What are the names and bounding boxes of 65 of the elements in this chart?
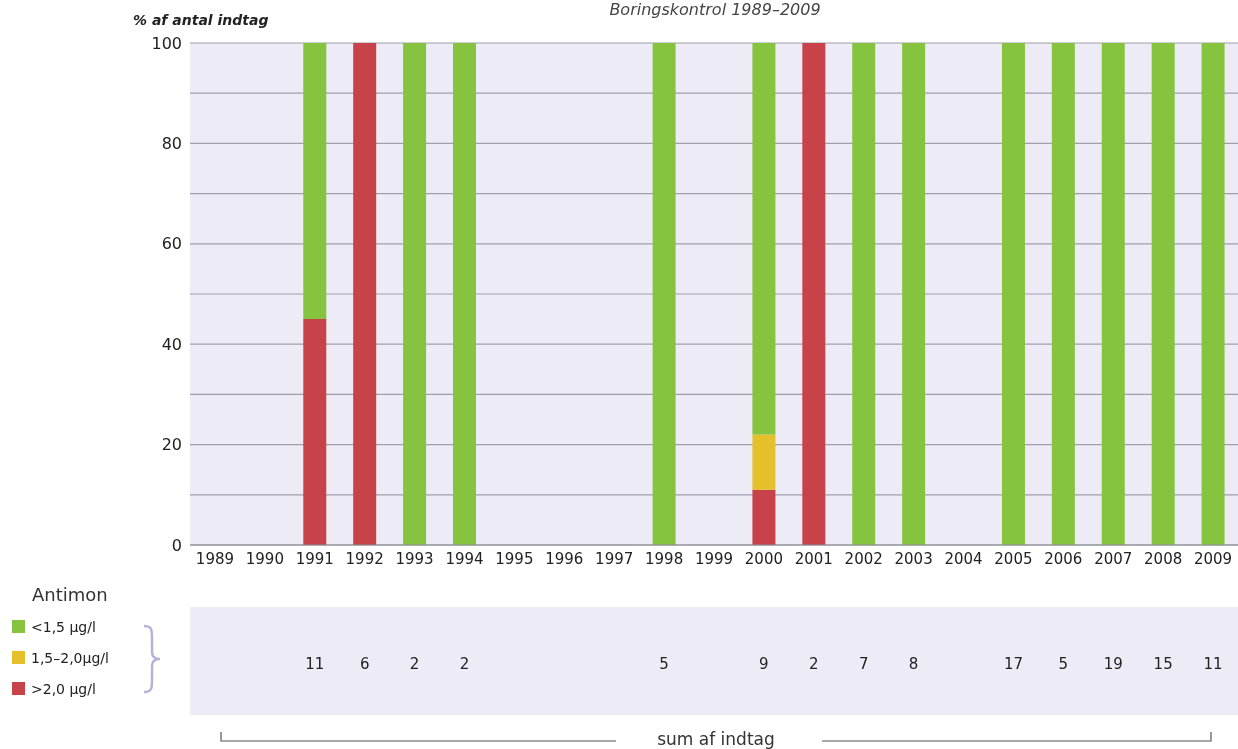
x-tick-label: 2005	[994, 549, 1033, 568]
legend-title: Antimon	[32, 584, 109, 605]
x-tick-label: 2002	[844, 549, 883, 568]
x-tick-label: 1996	[545, 549, 584, 568]
data-label: 17	[1002, 655, 1024, 673]
x-tick-label: 1993	[395, 549, 434, 568]
x-tick-label: 1991	[295, 549, 334, 568]
y-tick-label: 40	[161, 334, 182, 354]
data-label: 7	[857, 655, 870, 673]
y-tick-label: 80	[161, 134, 182, 154]
bar	[303, 319, 327, 545]
bar	[802, 43, 826, 545]
data-label: 5	[658, 655, 670, 673]
data-label: 11	[304, 655, 326, 673]
bar	[403, 43, 427, 545]
bar	[303, 43, 327, 320]
bar	[852, 43, 876, 545]
data-label: 15	[1152, 655, 1174, 673]
x-tick-label: 2007	[1094, 549, 1133, 568]
bar	[752, 489, 776, 545]
data-label: 11	[1202, 655, 1224, 673]
x-tick-label: 1989	[195, 549, 235, 568]
x-tick-label: 1999	[694, 549, 734, 568]
x-tick-label: 2004	[944, 549, 983, 568]
bar	[752, 434, 776, 490]
bar	[453, 43, 476, 545]
data-label: 8	[907, 655, 920, 673]
data-label: 2	[808, 655, 820, 673]
legend-label: <1,5 µg/l	[31, 618, 96, 635]
bar	[902, 43, 926, 545]
chart-title: Boringskontrol 1989–2009	[608, 0, 822, 19]
bar	[1201, 43, 1225, 545]
x-tick-label: 1997	[595, 549, 634, 568]
data-label: 6	[358, 655, 371, 673]
x-tick-label: 1992	[345, 549, 384, 568]
x-tick-label: 1990	[245, 549, 284, 568]
x-tick-label: 1994	[445, 549, 484, 568]
data-label: 2	[408, 655, 421, 673]
x-tick-label: 2009	[1193, 549, 1233, 568]
x-tick-label: 2008	[1144, 549, 1183, 568]
legend-label: 1,5–2,0µg/l	[31, 649, 109, 666]
y-tick-label: 0	[171, 535, 182, 555]
bar	[1151, 43, 1175, 545]
bar	[652, 43, 676, 545]
data-label: 5	[1057, 655, 1070, 673]
legend-label: >2,0 µg/l	[31, 680, 96, 697]
x-tick-label: 1998	[645, 549, 684, 568]
y-tick-label: 60	[161, 234, 182, 254]
x-tick-label: 2000	[744, 549, 783, 568]
x-tick-label: 2006	[1044, 549, 1083, 568]
y-axis-title: % af antal indtag	[133, 12, 269, 28]
x-tick-label: 1995	[495, 549, 534, 568]
bar	[1051, 43, 1075, 545]
y-tick-label: 20	[161, 435, 182, 455]
bar	[1101, 43, 1125, 545]
bar	[353, 43, 377, 545]
text: sum af indtag	[656, 729, 776, 749]
x-tick-label: 2003	[894, 549, 933, 568]
data-label: 19	[1102, 655, 1124, 673]
data-label: 9	[758, 655, 770, 673]
data-label: 2	[458, 655, 471, 673]
y-tick-label: 100	[151, 33, 182, 53]
x-tick-label: 2001	[794, 549, 833, 568]
bar	[1001, 43, 1025, 545]
bar	[752, 43, 776, 435]
